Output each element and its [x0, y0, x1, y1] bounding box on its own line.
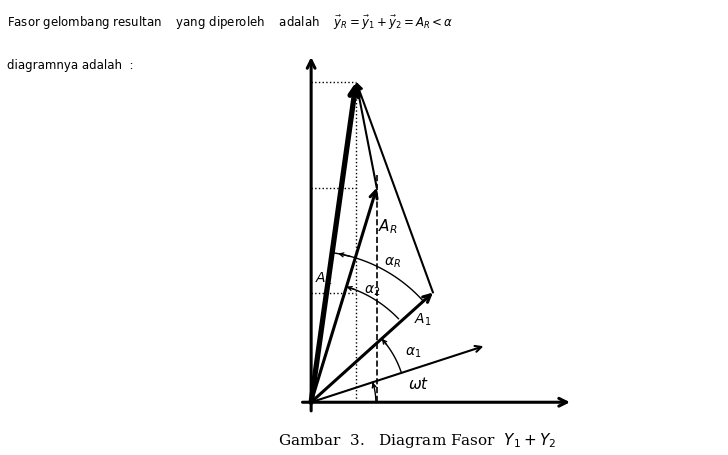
Text: $\omega t$: $\omega t$	[408, 376, 430, 392]
Text: $A_2$: $A_2$	[314, 270, 332, 286]
Text: Gambar  3.   Diagram Fasor  $Y_1 + Y_2$: Gambar 3. Diagram Fasor $Y_1 + Y_2$	[277, 430, 556, 449]
Text: $\alpha_1$: $\alpha_1$	[405, 344, 421, 359]
Text: $\alpha_2$: $\alpha_2$	[364, 283, 381, 297]
Text: $A_R$: $A_R$	[378, 217, 397, 236]
Text: $\alpha_R$: $\alpha_R$	[384, 255, 401, 269]
Text: diagramnya adalah  :: diagramnya adalah :	[7, 59, 134, 72]
Text: $A_1$: $A_1$	[414, 311, 432, 328]
Text: Fasor gelombang resultan    yang diperoleh    adalah    $\vec{y}_R = \vec{y}_1 +: Fasor gelombang resultan yang diperoleh …	[7, 14, 454, 31]
